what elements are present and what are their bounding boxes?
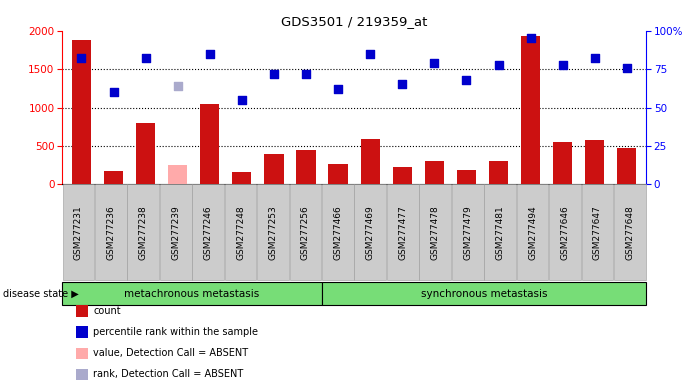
Title: GDS3501 / 219359_at: GDS3501 / 219359_at [281, 15, 427, 28]
Text: value, Detection Call = ABSENT: value, Detection Call = ABSENT [93, 348, 248, 358]
Text: GSM277646: GSM277646 [560, 205, 569, 260]
Bar [200, 104, 219, 184]
Bar [232, 172, 252, 184]
Text: GSM277478: GSM277478 [430, 205, 439, 260]
Text: GSM277238: GSM277238 [139, 205, 148, 260]
Point [397, 81, 408, 88]
Point [493, 61, 504, 68]
Text: metachronous metastasis: metachronous metastasis [124, 289, 260, 299]
Point [429, 60, 440, 66]
Text: GSM277469: GSM277469 [366, 205, 375, 260]
Bar [264, 154, 283, 184]
Bar [425, 161, 444, 184]
Text: GSM277647: GSM277647 [593, 205, 602, 260]
Text: GSM277479: GSM277479 [463, 205, 472, 260]
Point [205, 51, 216, 57]
Text: rank, Detection Call = ABSENT: rank, Detection Call = ABSENT [93, 369, 243, 379]
Text: GSM277248: GSM277248 [236, 205, 245, 260]
Point [140, 55, 151, 61]
Text: GSM277236: GSM277236 [106, 205, 115, 260]
Point [621, 65, 632, 71]
Text: GSM277477: GSM277477 [398, 205, 407, 260]
Point [268, 71, 279, 77]
Bar [328, 164, 348, 184]
Bar [521, 36, 540, 184]
Text: GSM277648: GSM277648 [625, 205, 634, 260]
Point [589, 55, 600, 61]
Point [557, 61, 568, 68]
Text: GSM277481: GSM277481 [495, 205, 504, 260]
Bar [392, 167, 412, 184]
Point [461, 77, 472, 83]
Point [172, 83, 183, 89]
Point [108, 89, 119, 95]
Bar [72, 40, 91, 184]
Text: GSM277246: GSM277246 [204, 205, 213, 260]
Text: GSM277494: GSM277494 [528, 205, 537, 260]
Text: percentile rank within the sample: percentile rank within the sample [93, 327, 258, 337]
Point [76, 55, 87, 61]
Bar [361, 139, 380, 184]
Bar [489, 161, 508, 184]
Text: GSM277239: GSM277239 [171, 205, 180, 260]
Bar [136, 123, 155, 184]
Bar [457, 170, 476, 184]
Bar [617, 148, 636, 184]
Point [301, 71, 312, 77]
Point [365, 51, 376, 57]
Text: GSM277256: GSM277256 [301, 205, 310, 260]
Bar [104, 171, 123, 184]
Text: GSM277466: GSM277466 [334, 205, 343, 260]
Text: GSM277231: GSM277231 [74, 205, 83, 260]
Text: synchronous metastasis: synchronous metastasis [421, 289, 547, 299]
Point [332, 86, 343, 92]
Bar [553, 142, 572, 184]
Text: disease state ▶: disease state ▶ [3, 289, 79, 299]
Point [236, 97, 247, 103]
Bar [296, 150, 316, 184]
Bar [168, 165, 187, 184]
Point [525, 35, 536, 41]
Text: count: count [93, 306, 121, 316]
Bar [585, 140, 605, 184]
Text: GSM277253: GSM277253 [269, 205, 278, 260]
